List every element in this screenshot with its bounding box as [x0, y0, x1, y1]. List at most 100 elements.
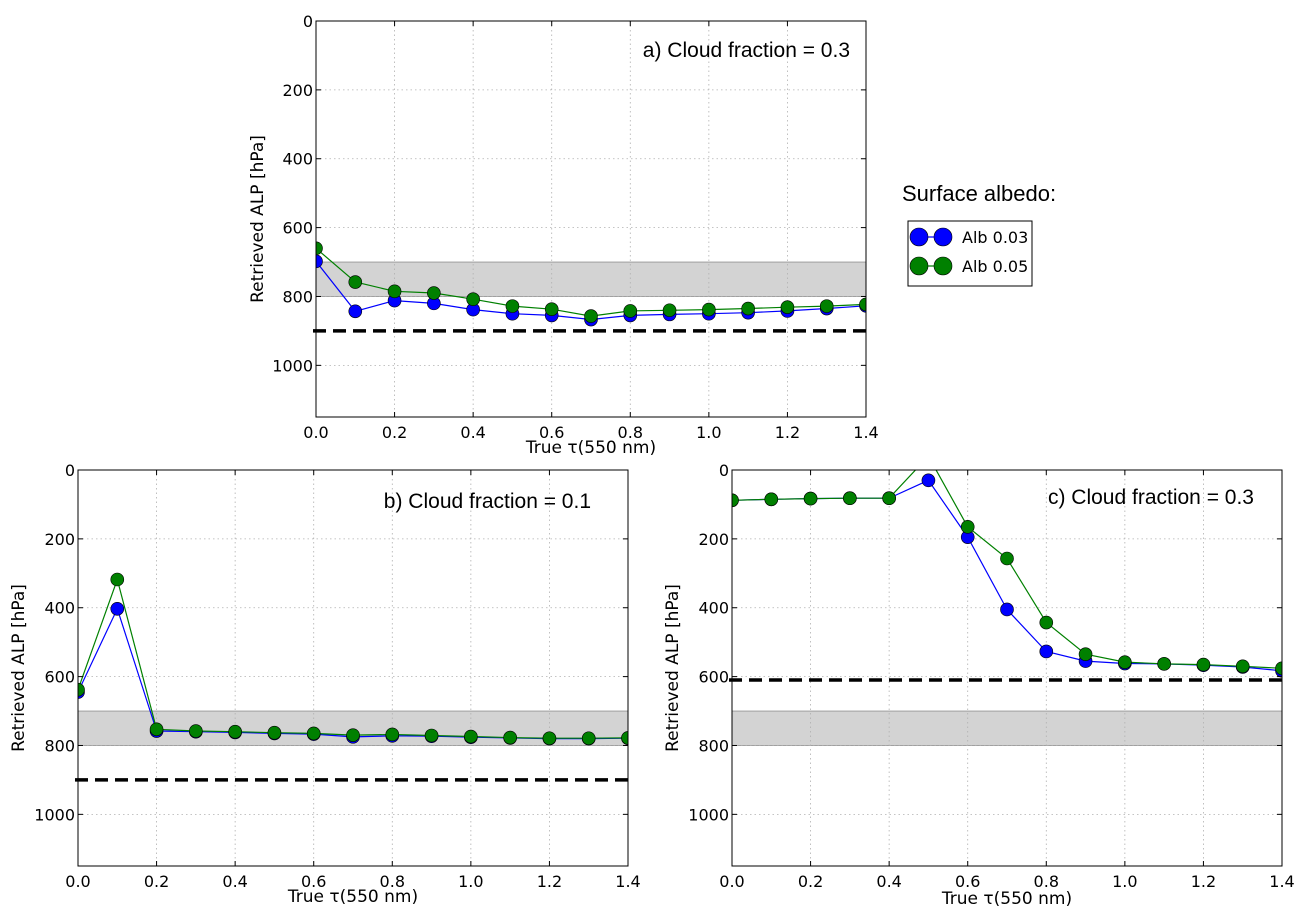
data-point — [306, 726, 321, 741]
data-point — [1078, 647, 1093, 662]
x-tick-label: 1.2 — [775, 423, 800, 442]
y-tick-label: 200 — [698, 530, 729, 549]
y-tick-label: 1000 — [272, 356, 313, 375]
data-point — [843, 491, 857, 506]
legend-marker-alb-005 — [909, 256, 929, 276]
data-point — [1000, 602, 1014, 617]
data-point — [803, 491, 818, 506]
data-point — [228, 724, 242, 739]
panel-b: 0.0 0.2 0.4 0.6 0.8 1.0 1.2 1.4 0 200 400 600 800 100… — [9, 461, 641, 907]
y-tick-label: 600 — [282, 219, 313, 238]
x-tick-label: 1.4 — [853, 423, 878, 442]
x-tick-label: 0.2 — [798, 872, 823, 891]
data-point — [882, 491, 896, 506]
y-tick-label: 600 — [698, 668, 729, 687]
data-point — [921, 473, 936, 488]
plot-area: 0.0 0.2 0.4 0.6 0.8 1.0 1.2 1.4 0 200 400 600 800 100… — [272, 12, 878, 442]
data-point — [544, 302, 559, 317]
data-point — [110, 601, 125, 616]
x-tick-label: 1.0 — [1112, 872, 1137, 891]
data-point — [427, 286, 441, 300]
y-tick-label: 0 — [65, 461, 75, 480]
data-point — [464, 729, 478, 744]
panel-a: 0.0 0.2 0.4 0.6 0.8 1.0 1.2 1.4 0 200 400 600 800 100… — [248, 12, 879, 458]
data-point — [267, 725, 282, 740]
data-point — [623, 304, 638, 318]
data-point — [780, 300, 795, 314]
axes-frame — [315, 20, 867, 418]
data-point — [922, 450, 935, 463]
data-point — [149, 722, 164, 737]
x-tick-label: 1.2 — [1191, 872, 1216, 891]
y-tick-label: 800 — [282, 287, 313, 306]
data-point — [1275, 661, 1282, 676]
panel-title: c) Cloud fraction = 0.3 — [1048, 486, 1254, 509]
data-point — [503, 730, 517, 745]
x-axis-label: True τ(550 nm) — [287, 887, 418, 907]
data-point — [346, 728, 360, 742]
y-tick-label: 0 — [719, 461, 729, 480]
data-point — [316, 241, 323, 256]
legend-title: Surface albedo: — [902, 181, 1056, 206]
data-point — [1000, 551, 1014, 566]
data-point — [859, 297, 866, 312]
panel-c: 0.0 0.2 0.4 0.6 0.8 1.0 1.2 1.4 0 200 400 600 800 100… — [663, 450, 1295, 907]
x-tick-label: 1.4 — [1269, 872, 1294, 891]
data-point — [1157, 657, 1171, 671]
y-tick-label: 600 — [44, 668, 75, 687]
data-point — [732, 493, 739, 508]
x-tick-label: 0.6 — [539, 423, 564, 442]
y-tick-label: 0 — [303, 12, 313, 31]
x-tick-label: 0.8 — [618, 423, 643, 442]
x-axis-label: True τ(550 nm) — [525, 438, 656, 458]
x-tick-label: 0.2 — [144, 872, 169, 891]
x-tick-label: 0.4 — [876, 872, 901, 891]
axes-frame — [77, 469, 629, 867]
x-tick-label: 1.0 — [696, 423, 721, 442]
x-axis-label: True τ(550 nm) — [941, 889, 1072, 907]
y-axis-label: Retrieved ALP [hPa] — [9, 584, 29, 752]
axes-frame — [731, 469, 1283, 867]
data-point — [78, 682, 85, 697]
legend-label-alb-005: Alb 0.05 — [962, 257, 1028, 276]
series-layer — [316, 241, 866, 327]
data-point — [662, 303, 677, 318]
data-point — [702, 302, 716, 317]
data-point — [621, 731, 628, 745]
shaded-band — [315, 261, 867, 297]
data-point — [348, 304, 363, 319]
x-tick-label: 1.0 — [458, 872, 483, 891]
plot-background — [78, 470, 628, 866]
data-point — [387, 284, 402, 299]
plot-area: 0.0 0.2 0.4 0.6 0.8 1.0 1.2 1.4 0 200 400 600 800 100… — [34, 461, 640, 891]
data-point — [581, 731, 596, 746]
x-tick-label: 0.4 — [460, 423, 485, 442]
y-tick-label: 800 — [44, 736, 75, 755]
legend-frame — [907, 220, 1033, 287]
x-tick-label: 0.6 — [955, 872, 980, 891]
data-point — [348, 275, 363, 289]
x-tick-label: 0.4 — [222, 872, 247, 891]
data-point — [542, 731, 557, 746]
x-tick-label: 0.6 — [301, 872, 326, 891]
x-tick-label: 0.8 — [380, 872, 405, 891]
x-tick-label: 1.4 — [615, 872, 640, 891]
x-tick-label: 1.2 — [537, 872, 562, 891]
data-point — [1039, 615, 1054, 630]
y-tick-label: 800 — [698, 736, 729, 755]
y-tick-label: 400 — [282, 150, 313, 169]
x-tick-label: 0.0 — [65, 872, 90, 891]
data-point — [466, 292, 480, 307]
data-point — [764, 492, 779, 507]
legend-marker-alb-005 — [933, 256, 953, 276]
y-tick-label: 200 — [44, 530, 75, 549]
data-point — [819, 299, 834, 313]
data-point — [1196, 657, 1211, 672]
legend-label-alb-003: Alb 0.03 — [962, 228, 1028, 247]
panel-title: b) Cloud fraction = 0.1 — [384, 490, 591, 513]
plot-area: 0.0 0.2 0.4 0.6 0.8 1.0 1.2 1.4 0 200 400 600 800 100… — [688, 450, 1294, 891]
plot-background — [316, 21, 866, 417]
shaded-band — [731, 710, 1283, 746]
y-tick-label: 1000 — [34, 805, 75, 824]
